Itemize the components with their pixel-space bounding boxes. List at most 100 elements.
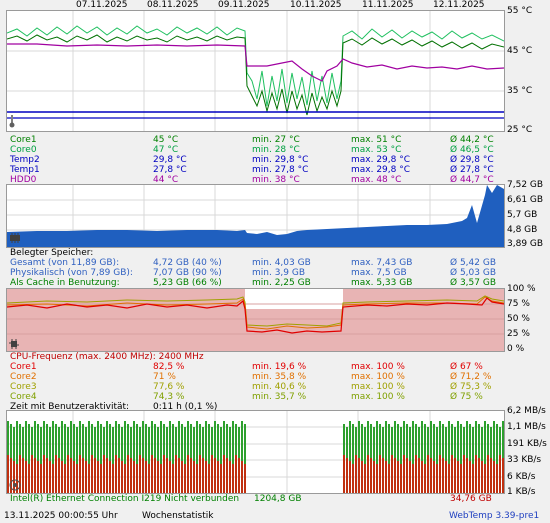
temp-axis-label: 35 °C xyxy=(507,86,533,96)
net-rx-bar xyxy=(16,421,18,493)
net-rx-bar xyxy=(364,427,366,493)
net-tx-bar xyxy=(502,458,504,493)
net-tx-bar xyxy=(22,458,24,493)
footer: 13.11.2025 00:00:55 Uhr Wochenstatistik … xyxy=(0,510,550,523)
net-tx-bar xyxy=(34,458,36,493)
mem-axis-label: 5,7 GB xyxy=(507,210,538,220)
net-rx-bar xyxy=(244,424,246,493)
net-tx-bar xyxy=(103,455,105,493)
net-rx-bar xyxy=(64,424,66,493)
net-rx-bar xyxy=(133,421,135,493)
net-tx-bar xyxy=(376,464,378,493)
net-axis-label: 1,1 MB/s xyxy=(507,422,546,432)
temp-axis-label: 55 °C xyxy=(507,6,533,16)
net-tx-bar xyxy=(202,458,204,493)
net-rx-bar xyxy=(148,427,150,493)
net-tx-bar xyxy=(82,458,84,493)
net-tx-bar xyxy=(169,461,171,493)
net-rx-bar xyxy=(73,424,75,493)
net-tx-bar xyxy=(442,458,444,493)
net-tx-bar xyxy=(406,458,408,493)
net-tx-bar xyxy=(106,458,108,493)
net-tx-bar xyxy=(475,455,477,493)
network-graph xyxy=(6,410,505,494)
net-tx-bar xyxy=(73,461,75,493)
net-tx-bar xyxy=(367,455,369,493)
mem-axis-label: 6,61 GB xyxy=(507,195,544,205)
mem-axis-label: 7,52 GB xyxy=(507,180,544,190)
net-tx-bar xyxy=(388,464,390,493)
net-rx-bar xyxy=(52,421,54,493)
net-tx-bar xyxy=(115,455,117,493)
net-tx-bar xyxy=(343,455,345,493)
date-label: 09.11.2025 xyxy=(218,0,270,10)
net-tx-bar xyxy=(457,461,459,493)
net-tx-bar xyxy=(454,458,456,493)
net-tx-bar xyxy=(127,455,129,493)
net-tx-bar xyxy=(151,455,153,493)
net-tx-bar xyxy=(391,455,393,493)
net-tx-bar xyxy=(43,455,45,493)
net-tx-bar xyxy=(208,464,210,493)
net-rx-bar xyxy=(496,424,498,493)
net-rx-bar xyxy=(109,424,111,493)
temperature-graph xyxy=(6,10,505,132)
date-label: 10.11.2025 xyxy=(290,0,342,10)
net-rx-bar xyxy=(493,421,495,493)
net-rx-bar xyxy=(85,427,87,493)
cpu-core3-series xyxy=(7,295,504,327)
net-rx-bar xyxy=(373,427,375,493)
net-tx-bar xyxy=(478,458,480,493)
net-tx-bar xyxy=(211,455,213,493)
net-tx-bar xyxy=(424,464,426,493)
net-tx-bar xyxy=(46,458,48,493)
net-rx-bar xyxy=(502,421,504,493)
net-tx-bar xyxy=(16,464,18,493)
net-tx-bar xyxy=(181,461,183,493)
net-tx-bar xyxy=(436,464,438,493)
net-rx-bar xyxy=(472,427,474,493)
date-label: 11.11.2025 xyxy=(362,0,414,10)
net-rx-bar xyxy=(460,424,462,493)
net-tx-bar xyxy=(412,464,414,493)
net-tx-bar xyxy=(382,458,384,493)
net-rx-bar xyxy=(112,427,114,493)
net-tx-bar xyxy=(448,464,450,493)
date-label: 07.11.2025 xyxy=(76,0,128,10)
net-tx-bar xyxy=(88,464,90,493)
net-tx-bar xyxy=(469,461,471,493)
cpu-axis-label: 50 % xyxy=(507,314,530,324)
net-tx-bar xyxy=(394,458,396,493)
net-tx-bar xyxy=(199,455,201,493)
net-tx-bar xyxy=(28,464,30,493)
net-tx-bar xyxy=(55,455,57,493)
net-rx-bar xyxy=(40,427,42,493)
net-rx-bar xyxy=(181,424,183,493)
net-rx-bar xyxy=(145,424,147,493)
net-tx-bar xyxy=(352,464,354,493)
net-tx-bar xyxy=(427,455,429,493)
net-tx-bar xyxy=(37,461,39,493)
net-rx-bar xyxy=(205,421,207,493)
net-rx-bar xyxy=(34,421,36,493)
net-axis-label: 6,2 MB/s xyxy=(507,406,546,416)
net-tx-bar xyxy=(400,464,402,493)
net-rx-bar xyxy=(412,421,414,493)
footer-version-link[interactable]: WebTemp 3.39-pre1 xyxy=(449,511,540,521)
mem-axis-label: 3,89 GB xyxy=(507,239,544,249)
net-tx-bar xyxy=(10,458,12,493)
memory-chip-icon xyxy=(9,233,21,243)
net-tx-bar xyxy=(385,461,387,493)
net-tx-bar xyxy=(61,461,63,493)
net-rx-bar xyxy=(394,421,396,493)
net-tx-bar xyxy=(463,455,465,493)
net-rx-bar xyxy=(433,424,435,493)
net-tx-bar xyxy=(130,458,132,493)
net-rx-bar xyxy=(124,421,126,493)
net-tx-bar xyxy=(49,461,51,493)
net-tx-bar xyxy=(70,458,72,493)
cpu-core1-series xyxy=(7,297,504,334)
net-tx-bar xyxy=(52,464,54,493)
net-tx-bar xyxy=(142,458,144,493)
net-rx-bar xyxy=(157,427,159,493)
